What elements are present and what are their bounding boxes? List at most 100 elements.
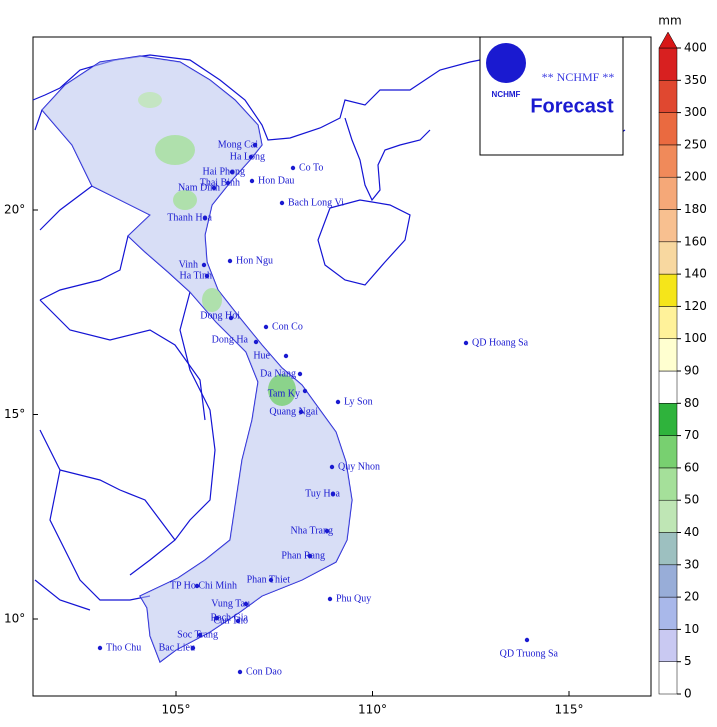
place-label: Da Nang bbox=[260, 368, 296, 379]
colorbar-segment bbox=[658, 338, 678, 372]
place-marker bbox=[225, 180, 231, 186]
place-marker bbox=[268, 577, 274, 583]
place-marker bbox=[524, 637, 530, 643]
place-label: Hon Dau bbox=[258, 175, 294, 186]
place-label: Vung Tau bbox=[211, 598, 250, 609]
place-label: Nha Trang bbox=[290, 525, 333, 536]
place-marker bbox=[463, 340, 469, 346]
place-marker bbox=[249, 178, 255, 184]
place-marker bbox=[204, 273, 210, 279]
place-marker bbox=[229, 169, 235, 175]
place-marker bbox=[227, 258, 233, 264]
colorbar-label: 50 bbox=[684, 493, 699, 507]
place-label: Bach Long Vi bbox=[288, 197, 344, 208]
colorbar-segment bbox=[658, 370, 678, 404]
place-label: Thai Binh bbox=[200, 177, 240, 188]
colorbar-segment bbox=[658, 306, 678, 339]
place-marker bbox=[228, 315, 234, 321]
place-marker bbox=[283, 353, 289, 359]
colorbar-label: 140 bbox=[684, 267, 707, 281]
colorbar-segment bbox=[658, 112, 678, 146]
colorbar-label: 70 bbox=[684, 428, 699, 442]
colorbar-label: 200 bbox=[684, 170, 707, 184]
logo-short: NCHMF bbox=[492, 90, 521, 99]
place-label: QD Truong Sa bbox=[500, 648, 559, 659]
coastline bbox=[32, 54, 481, 141]
rain-area bbox=[138, 92, 162, 108]
x-tick-label: 115° bbox=[555, 703, 584, 717]
place-label: Phan Thiet bbox=[247, 574, 291, 585]
place-marker bbox=[335, 399, 341, 405]
colorbar-label: 350 bbox=[684, 73, 707, 87]
place-label: Ha Long bbox=[230, 151, 265, 162]
border bbox=[34, 109, 216, 576]
place-marker bbox=[327, 596, 333, 602]
place-label: Quy Nhon bbox=[338, 461, 380, 472]
place-marker bbox=[197, 632, 203, 638]
colorbar-segment bbox=[658, 273, 678, 307]
place-label: QD Hoang Sa bbox=[472, 337, 529, 348]
coastline bbox=[34, 579, 91, 611]
rain-shading bbox=[42, 56, 352, 662]
place-label: Mong Cai bbox=[218, 139, 259, 150]
y-tick-label: 10° bbox=[4, 612, 25, 626]
rain-area bbox=[42, 56, 352, 662]
place-label: Co To bbox=[299, 162, 323, 173]
place-label: Con Co bbox=[272, 321, 303, 332]
place-label: Soc Trang bbox=[177, 629, 218, 640]
colorbar-label: 0 bbox=[684, 687, 692, 701]
coastline bbox=[39, 429, 151, 601]
place-marker bbox=[201, 262, 207, 268]
colorbar-unit: mm bbox=[658, 14, 681, 28]
place-label: Vinh bbox=[179, 259, 198, 270]
colorbar-label: 80 bbox=[684, 396, 699, 410]
place-label: Nam Dinh bbox=[178, 182, 220, 193]
place-marker bbox=[237, 669, 243, 675]
colorbar-segment bbox=[658, 241, 678, 275]
place-marker bbox=[290, 165, 296, 171]
coastline bbox=[344, 117, 431, 202]
logo-emblem bbox=[486, 43, 526, 83]
colorbar-segment bbox=[658, 564, 678, 598]
colorbar-segment bbox=[658, 403, 678, 436]
colorbar-segment bbox=[658, 209, 678, 243]
place-label: Can Tho bbox=[213, 615, 248, 626]
place-marker bbox=[330, 491, 336, 497]
place-marker bbox=[211, 185, 217, 191]
place-label: Bac Lieu bbox=[159, 642, 195, 653]
colorbar-label: 20 bbox=[684, 590, 699, 604]
place-marker bbox=[214, 615, 220, 621]
colorbar-label: 300 bbox=[684, 105, 707, 119]
place-label: Dong Ha bbox=[212, 334, 249, 345]
colorbar-label: 160 bbox=[684, 234, 707, 248]
place-marker bbox=[190, 645, 196, 651]
colorbar-label: 250 bbox=[684, 137, 707, 151]
place-marker bbox=[202, 215, 208, 221]
place-label: Tam Ky bbox=[268, 388, 300, 399]
place-marker bbox=[297, 371, 303, 377]
place-marker bbox=[263, 324, 269, 330]
colorbar-label: 10 bbox=[684, 622, 699, 636]
place-marker bbox=[307, 553, 313, 559]
place-marker bbox=[252, 142, 258, 148]
place-label: Thanh Hoa bbox=[167, 212, 212, 223]
colorbar-segment bbox=[658, 144, 678, 178]
x-tick-label: 110° bbox=[358, 703, 387, 717]
rain-area bbox=[202, 288, 222, 312]
place-label: Ly Son bbox=[344, 396, 373, 407]
place-label: Tuy Hoa bbox=[305, 488, 340, 499]
place-marker bbox=[235, 618, 241, 624]
colorbar-label: 5 bbox=[684, 654, 692, 668]
y-tick-label: 15° bbox=[4, 407, 25, 421]
place-marker bbox=[253, 339, 259, 345]
logo-banner: ** NCHMF ** bbox=[542, 70, 615, 84]
colorbar-segment bbox=[658, 629, 678, 662]
place-label: Phu Quy bbox=[336, 593, 371, 604]
place-marker bbox=[248, 154, 254, 160]
place-label: Phan Rang bbox=[281, 550, 325, 561]
place-label: Quang Ngai bbox=[269, 406, 318, 417]
x-tick-label: 105° bbox=[162, 703, 191, 717]
y-tick-label: 20° bbox=[4, 203, 25, 217]
place-marker bbox=[279, 200, 285, 206]
island bbox=[317, 199, 411, 286]
